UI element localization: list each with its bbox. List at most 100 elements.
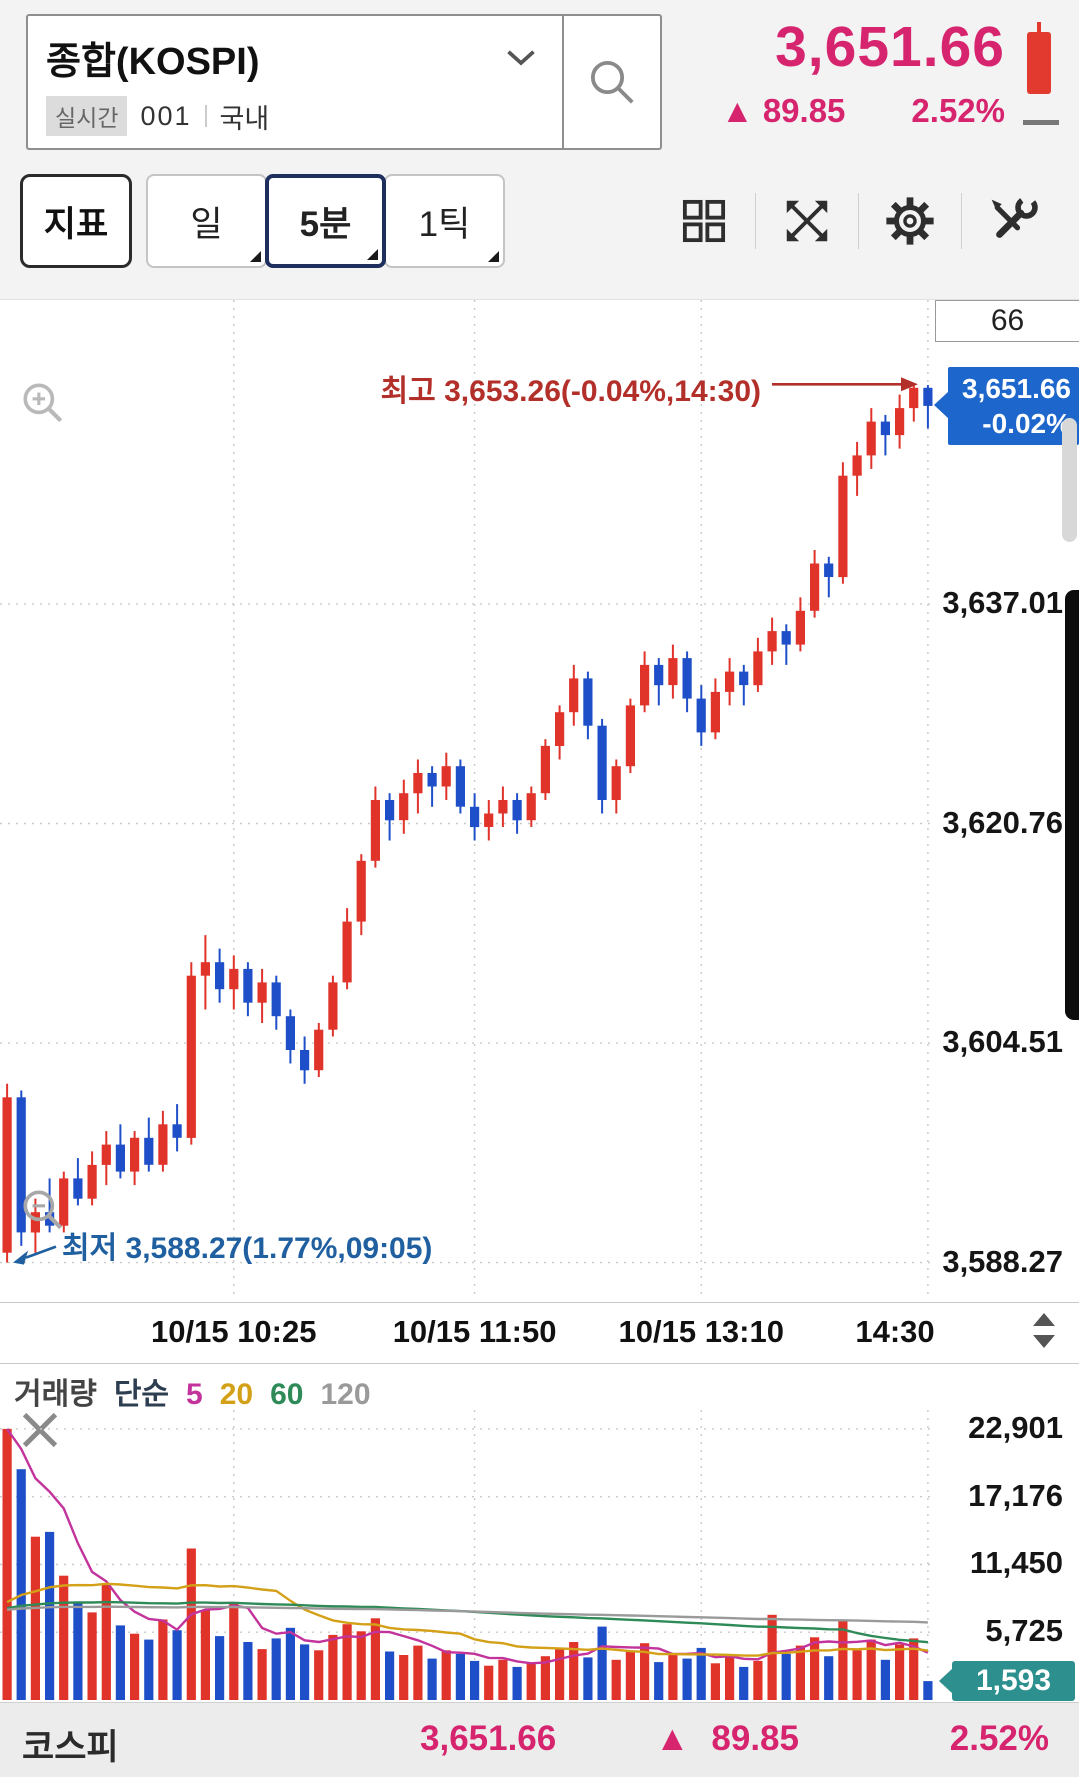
symbol-code: 001 — [140, 100, 192, 131]
candle-body — [356, 860, 366, 922]
candle-body — [16, 1097, 26, 1233]
volume-bar — [455, 1653, 465, 1700]
candle-body — [795, 610, 805, 645]
expand-button[interactable] — [763, 174, 851, 268]
volume-bar — [229, 1602, 239, 1700]
time-axis-label: 14:30 — [855, 1314, 935, 1349]
candle-body — [2, 1097, 12, 1253]
settings-button[interactable] — [866, 174, 954, 268]
candle-body — [399, 793, 409, 821]
volume-bar — [781, 1653, 791, 1700]
volume-bar — [654, 1662, 664, 1700]
volume-bar — [16, 1469, 26, 1700]
candle-body — [314, 1029, 324, 1071]
volume-bar — [923, 1681, 933, 1700]
candle-body — [880, 421, 890, 436]
candle-body — [824, 563, 834, 577]
volume-bar — [696, 1647, 706, 1700]
candle-body — [257, 982, 267, 1003]
candle-body — [625, 705, 635, 767]
volume-chart[interactable]: 거래량 단순 5 20 60 120 22,901 17,176 11,450 5,7… — [0, 1364, 1079, 1702]
side-handle[interactable] — [1065, 590, 1079, 1020]
candle-body — [300, 1050, 310, 1071]
candle-body — [540, 745, 550, 794]
current-price-tag: 3,651.66 -0.02% — [934, 366, 1079, 445]
volume-bar — [441, 1650, 451, 1700]
chevron-down-icon[interactable] — [506, 49, 536, 67]
candle-body — [654, 664, 664, 686]
volume-plot[interactable] — [0, 1410, 935, 1700]
volume-bar — [73, 1602, 83, 1700]
close-icon[interactable] — [18, 1408, 62, 1452]
period-5min-button[interactable]: 5분 — [265, 174, 386, 268]
scrollbar-thumb[interactable] — [1062, 418, 1077, 542]
status-bar: 코스피 3,651.66 ▲ 89.85 2.52% — [0, 1702, 1079, 1777]
volume-axis-label: 5,725 — [985, 1613, 1063, 1649]
volume-bar — [200, 1610, 210, 1700]
candle-body — [413, 773, 423, 794]
volume-bar — [300, 1644, 310, 1700]
candle-body — [668, 658, 678, 686]
zoom-out-icon[interactable] — [18, 1185, 68, 1235]
axis-spinner[interactable] — [1033, 1313, 1055, 1348]
change-arrow: ▲ — [720, 92, 754, 129]
candle-body — [115, 1144, 125, 1172]
market-label: 국내 — [219, 103, 270, 134]
divider — [204, 105, 207, 127]
volume-bar — [583, 1657, 593, 1700]
candle-body — [739, 671, 749, 686]
divider — [562, 16, 564, 148]
period-tick-button[interactable]: 1틱 — [384, 174, 505, 268]
candle-body — [710, 691, 720, 733]
candle-body — [441, 766, 451, 787]
expand-icon — [786, 200, 828, 242]
toolbar: 지표 일 5분 1틱 — [0, 174, 1079, 270]
volume-bar — [271, 1638, 281, 1700]
volume-bar — [597, 1626, 607, 1700]
volume-bar — [668, 1653, 678, 1700]
tools-button[interactable] — [969, 174, 1057, 268]
candle-body — [30, 1212, 40, 1233]
change-percent: 2.52% — [911, 92, 1005, 129]
volume-bar — [243, 1642, 253, 1700]
divider — [755, 193, 756, 249]
candle-icon-body — [1027, 32, 1051, 94]
candle-body — [455, 766, 465, 807]
index-change: ▲ 89.85 — [655, 1719, 811, 1759]
zoom-in-icon[interactable] — [18, 378, 68, 428]
indicator-button[interactable]: 지표 — [20, 174, 132, 268]
symbol-name: 종합(KOSPI) — [46, 41, 260, 83]
volume-bar — [385, 1651, 395, 1700]
candle-body — [385, 800, 395, 821]
candle-body — [285, 1016, 295, 1050]
volume-bar — [569, 1642, 579, 1700]
volume-bar — [101, 1584, 111, 1700]
low-arrow — [25, 1245, 57, 1259]
ma20-label: 20 — [219, 1378, 254, 1411]
price-chart[interactable]: 66 3,637.01 3,620.76 3,604.51 3,588.27 3,65… — [0, 300, 1079, 1302]
volume-bar — [130, 1633, 140, 1700]
search-icon — [590, 60, 634, 104]
symbol-selector[interactable]: 종합(KOSPI) 실시간 001 국내 — [26, 14, 662, 150]
volume-bar — [342, 1624, 352, 1700]
tag-price: 3,651.66 — [962, 372, 1071, 404]
volume-bar — [512, 1666, 522, 1700]
volume-axis-label: 17,176 — [968, 1477, 1063, 1513]
header: 종합(KOSPI) 실시간 001 국내 3,651.66 — [0, 0, 1079, 300]
volume-bar — [484, 1665, 494, 1700]
volume-bar — [370, 1618, 380, 1700]
candlestick-plot[interactable] — [0, 300, 935, 1300]
tag-percent: -0.02% — [982, 407, 1071, 439]
layout-grid-button[interactable] — [660, 174, 748, 268]
search-button[interactable] — [564, 16, 660, 148]
arrow-up-icon — [1033, 1313, 1055, 1326]
candle-body — [512, 800, 522, 821]
candle-body — [87, 1164, 97, 1199]
candle-body — [59, 1178, 69, 1226]
volume-bar — [810, 1637, 820, 1700]
candle-body — [583, 678, 593, 726]
volume-bar — [795, 1645, 805, 1700]
volume-bar — [427, 1658, 437, 1700]
candle-body — [569, 678, 579, 713]
period-day-button[interactable]: 일 — [146, 174, 267, 268]
